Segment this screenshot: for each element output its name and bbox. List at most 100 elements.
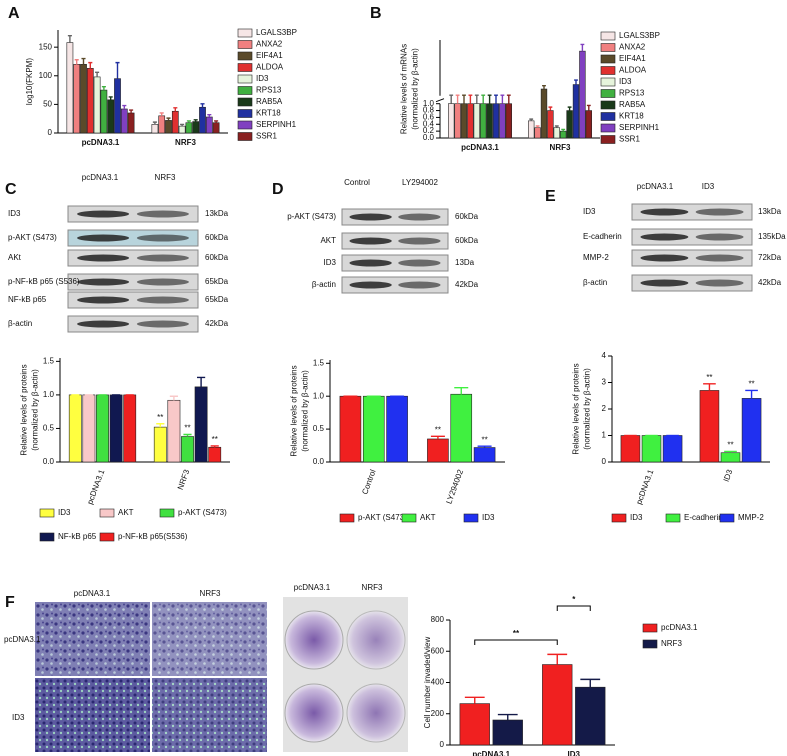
bar: [534, 127, 541, 139]
legend-swatch: [237, 86, 253, 95]
y-tick-label: 4: [602, 351, 607, 360]
blot-row-label: NF-kB p65: [8, 295, 47, 304]
error-bar: [173, 107, 178, 112]
error-bar: [214, 120, 219, 123]
bar: [123, 394, 137, 463]
significance-label: **: [748, 380, 754, 389]
blot-band: [77, 254, 130, 262]
legend-swatch: [600, 135, 616, 144]
legend-label: ID3: [619, 77, 632, 86]
micrograph: [152, 678, 267, 752]
error-bar: [474, 94, 479, 104]
bar: [151, 124, 159, 134]
bar: [73, 64, 81, 134]
blot-strip: [631, 249, 753, 267]
blot-strip: [67, 291, 199, 309]
panel-letter: E: [545, 188, 556, 205]
blot-size-label: 72kDa: [758, 253, 782, 262]
y-tick-label: 400: [431, 678, 445, 687]
y-tick-label: 1.0: [423, 99, 435, 108]
error-bar: [724, 450, 737, 453]
legend-label: AKT: [420, 513, 436, 522]
error-bar: [477, 445, 492, 448]
error-bar: [454, 386, 469, 395]
blot-row-label: β-actin: [583, 278, 607, 287]
blot-row-label: MMP-2: [583, 253, 609, 262]
panel-letter: F: [5, 594, 15, 611]
panel-letters: A B C D E F: [5, 5, 556, 611]
blot-column-label: ID3: [702, 182, 715, 191]
legend-label: ID3: [630, 513, 643, 522]
legend-label: RPS13: [619, 89, 645, 98]
y-tick-label: 0.0: [423, 133, 435, 142]
blot-strip: [67, 249, 199, 267]
legend-label: AKT: [118, 508, 134, 517]
bar: [448, 103, 455, 139]
blot-column-label: LY294002: [402, 178, 438, 187]
column-label: pcDNA3.1: [74, 589, 111, 598]
legend-label: ANXA2: [619, 43, 646, 52]
blot-band: [136, 234, 189, 242]
y-tick-label: 0: [48, 128, 53, 137]
blot-size-label: 60kDa: [455, 212, 479, 221]
legend-swatch: [237, 74, 253, 84]
panel-letter: A: [8, 5, 20, 22]
bar: [107, 99, 115, 134]
bar: [620, 435, 641, 463]
bar: [542, 664, 573, 746]
blot-band: [77, 320, 130, 328]
error-bar: [193, 119, 198, 122]
legend-label: ALDOA: [619, 66, 647, 75]
x-tick-label: ID3: [568, 750, 581, 756]
blot-band: [77, 278, 130, 286]
bar: [153, 426, 167, 463]
bar: [720, 452, 741, 463]
column-label: NRF3: [362, 583, 383, 592]
error-bar: [200, 103, 205, 108]
y-tick-label: 0.4: [423, 119, 435, 128]
blot-band: [398, 237, 441, 245]
error-bar: [74, 59, 79, 65]
y-tick-label: 2: [602, 404, 607, 413]
bar: [339, 395, 362, 463]
bar: [212, 122, 220, 134]
error-bar: [548, 106, 553, 111]
legend-swatch: [339, 513, 355, 523]
bar: [450, 393, 473, 463]
legend-swatch: [611, 513, 627, 523]
legend-label: LGALS3BP: [256, 28, 297, 37]
error-bar: [487, 94, 492, 104]
bar: [199, 106, 206, 134]
blot-band: [136, 296, 189, 304]
y-tick-label: 1.5: [313, 358, 325, 367]
legend-swatch: [159, 508, 175, 518]
legend-label: MMP-2: [738, 513, 764, 522]
legend-label: NF-kB p65: [58, 532, 97, 541]
error-bar: [101, 85, 106, 91]
legend-swatch: [600, 43, 616, 52]
legend-swatch: [237, 120, 253, 130]
error-bar: [210, 445, 219, 448]
blot-band: [640, 254, 689, 262]
y-tick-label: 200: [431, 709, 445, 718]
x-tick-label: NRF3: [175, 138, 196, 147]
blot-band: [136, 278, 189, 286]
blot-strip: [631, 274, 753, 292]
blot-size-label: 13Da: [455, 258, 475, 267]
panel-letter: C: [5, 181, 17, 198]
blot-strip: [341, 208, 449, 226]
y-axis-label: (normalized by β-actin): [583, 368, 592, 450]
bar: [93, 76, 101, 134]
blot-row-label: AKt: [8, 253, 22, 262]
bar: [585, 110, 592, 139]
error-bar: [462, 94, 466, 104]
legend-swatch: [237, 51, 253, 61]
y-tick-label: 600: [431, 646, 445, 655]
blot-size-label: 60kDa: [205, 233, 229, 242]
legend-label: SSR1: [256, 132, 277, 141]
y-tick-label: 1.0: [313, 391, 325, 400]
y-tick-label: 150: [39, 42, 53, 51]
significance-label: **: [184, 424, 190, 433]
y-tick-label: 800: [431, 615, 445, 624]
